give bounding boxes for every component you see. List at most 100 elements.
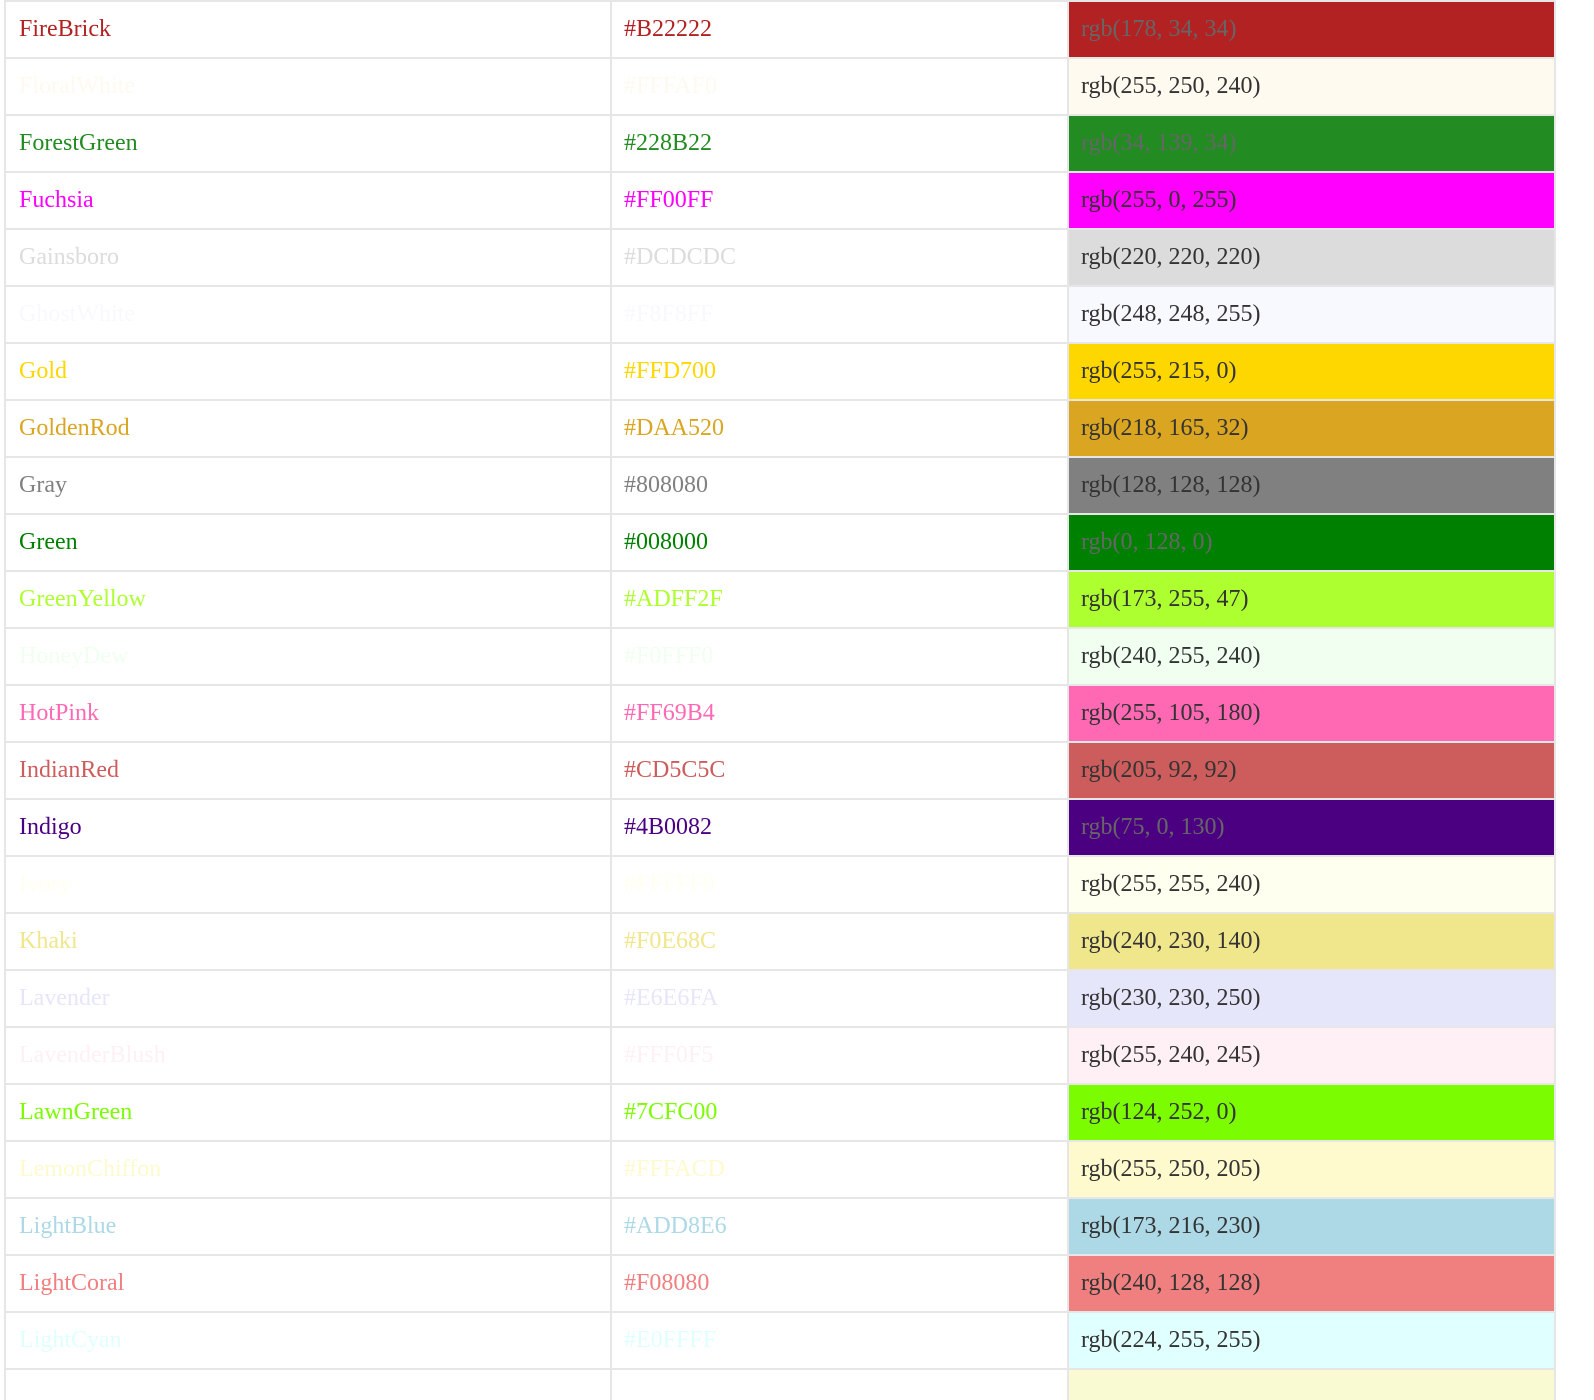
hex-code-cell [610, 1370, 1067, 1400]
color-name-cell: GhostWhite [4, 287, 610, 342]
hex-code-cell: #FFF0F5 [610, 1028, 1067, 1083]
table-row: Indigo #4B0082 rgb(75, 0, 130) [4, 800, 1556, 857]
hex-code-cell: #F08080 [610, 1256, 1067, 1311]
hex-code-cell: #FFFACD [610, 1142, 1067, 1197]
table-row: GoldenRod #DAA520 rgb(218, 165, 32) [4, 401, 1556, 458]
hex-code-cell: #B22222 [610, 2, 1067, 57]
table-row: Khaki #F0E68C rgb(240, 230, 140) [4, 914, 1556, 971]
hex-code-cell: #DAA520 [610, 401, 1067, 456]
rgb-value-cell: rgb(240, 255, 240) [1067, 629, 1556, 684]
hex-code-cell: #E0FFFF [610, 1313, 1067, 1368]
table-row: Lavender #E6E6FA rgb(230, 230, 250) [4, 971, 1556, 1028]
table-row: LightCyan #E0FFFF rgb(224, 255, 255) [4, 1313, 1556, 1370]
rgb-value-cell: rgb(230, 230, 250) [1067, 971, 1556, 1026]
table-row: HoneyDew #F0FFF0 rgb(240, 255, 240) [4, 629, 1556, 686]
rgb-value-cell: rgb(218, 165, 32) [1067, 401, 1556, 456]
color-name-cell: Gray [4, 458, 610, 513]
hex-code-cell: #808080 [610, 458, 1067, 513]
table-row: Gray #808080 rgb(128, 128, 128) [4, 458, 1556, 515]
hex-code-cell: #FFFAF0 [610, 59, 1067, 114]
table-row: LightBlue #ADD8E6 rgb(173, 216, 230) [4, 1199, 1556, 1256]
rgb-value-cell: rgb(255, 215, 0) [1067, 344, 1556, 399]
color-name-cell: FloralWhite [4, 59, 610, 114]
table-row: GhostWhite #F8F8FF rgb(248, 248, 255) [4, 287, 1556, 344]
rgb-value-cell: rgb(240, 230, 140) [1067, 914, 1556, 969]
rgb-value-cell: rgb(173, 255, 47) [1067, 572, 1556, 627]
color-name-cell: Indigo [4, 800, 610, 855]
color-name-cell: GoldenRod [4, 401, 610, 456]
hex-code-cell: #FF69B4 [610, 686, 1067, 741]
table-row: Ivory #FFFFF0 rgb(255, 255, 240) [4, 857, 1556, 914]
table-row: Green #008000 rgb(0, 128, 0) [4, 515, 1556, 572]
table-row: FloralWhite #FFFAF0 rgb(255, 250, 240) [4, 59, 1556, 116]
hex-code-cell: #ADFF2F [610, 572, 1067, 627]
color-name-cell: HoneyDew [4, 629, 610, 684]
color-name-cell: Khaki [4, 914, 610, 969]
color-name-cell: Gold [4, 344, 610, 399]
table-row: LawnGreen #7CFC00 rgb(124, 252, 0) [4, 1085, 1556, 1142]
rgb-value-cell: rgb(34, 139, 34) [1067, 116, 1556, 171]
hex-code-cell: #F0FFF0 [610, 629, 1067, 684]
color-name-cell: Fuchsia [4, 173, 610, 228]
table-row: Fuchsia #FF00FF rgb(255, 0, 255) [4, 173, 1556, 230]
hex-code-cell: #4B0082 [610, 800, 1067, 855]
hex-code-cell: #FF00FF [610, 173, 1067, 228]
rgb-value-cell: rgb(124, 252, 0) [1067, 1085, 1556, 1140]
color-name-cell: LightCoral [4, 1256, 610, 1311]
table-row [4, 1370, 1556, 1400]
rgb-value-cell: rgb(255, 0, 255) [1067, 173, 1556, 228]
rgb-value-cell: rgb(255, 105, 180) [1067, 686, 1556, 741]
rgb-value-cell: rgb(205, 92, 92) [1067, 743, 1556, 798]
color-name-cell: LightCyan [4, 1313, 610, 1368]
hex-code-cell: #E6E6FA [610, 971, 1067, 1026]
table-row: GreenYellow #ADFF2F rgb(173, 255, 47) [4, 572, 1556, 629]
table-row: IndianRed #CD5C5C rgb(205, 92, 92) [4, 743, 1556, 800]
table-row: HotPink #FF69B4 rgb(255, 105, 180) [4, 686, 1556, 743]
rgb-value-cell: rgb(178, 34, 34) [1067, 2, 1556, 57]
rgb-value-cell: rgb(255, 255, 240) [1067, 857, 1556, 912]
color-name-cell: Lavender [4, 971, 610, 1026]
hex-code-cell: #FFFFF0 [610, 857, 1067, 912]
hex-code-cell: #FFD700 [610, 344, 1067, 399]
rgb-value-cell: rgb(224, 255, 255) [1067, 1313, 1556, 1368]
rgb-value-cell: rgb(240, 128, 128) [1067, 1256, 1556, 1311]
color-name-cell: GreenYellow [4, 572, 610, 627]
table-row: FireBrick #B22222 rgb(178, 34, 34) [4, 2, 1556, 59]
rgb-value-cell: rgb(128, 128, 128) [1067, 458, 1556, 513]
color-name-cell: LavenderBlush [4, 1028, 610, 1083]
color-name-cell: Gainsboro [4, 230, 610, 285]
color-table: FireBrick #B22222 rgb(178, 34, 34) Flora… [4, 0, 1556, 1400]
table-row: Gainsboro #DCDCDC rgb(220, 220, 220) [4, 230, 1556, 287]
hex-code-cell: #7CFC00 [610, 1085, 1067, 1140]
hex-code-cell: #ADD8E6 [610, 1199, 1067, 1254]
color-name-cell: ForestGreen [4, 116, 610, 171]
color-name-cell: Green [4, 515, 610, 570]
hex-code-cell: #228B22 [610, 116, 1067, 171]
table-row: LightCoral #F08080 rgb(240, 128, 128) [4, 1256, 1556, 1313]
color-name-cell: HotPink [4, 686, 610, 741]
hex-code-cell: #008000 [610, 515, 1067, 570]
rgb-value-cell: rgb(255, 250, 240) [1067, 59, 1556, 114]
rgb-value-cell [1067, 1370, 1556, 1400]
color-name-cell: FireBrick [4, 2, 610, 57]
color-name-cell: Ivory [4, 857, 610, 912]
rgb-value-cell: rgb(248, 248, 255) [1067, 287, 1556, 342]
rgb-value-cell: rgb(220, 220, 220) [1067, 230, 1556, 285]
table-row: LemonChiffon #FFFACD rgb(255, 250, 205) [4, 1142, 1556, 1199]
color-name-cell: LightBlue [4, 1199, 610, 1254]
rgb-value-cell: rgb(0, 128, 0) [1067, 515, 1556, 570]
color-name-cell: LemonChiffon [4, 1142, 610, 1197]
rgb-value-cell: rgb(75, 0, 130) [1067, 800, 1556, 855]
hex-code-cell: #CD5C5C [610, 743, 1067, 798]
table-row: LavenderBlush #FFF0F5 rgb(255, 240, 245) [4, 1028, 1556, 1085]
table-row: ForestGreen #228B22 rgb(34, 139, 34) [4, 116, 1556, 173]
color-name-cell: LawnGreen [4, 1085, 610, 1140]
rgb-value-cell: rgb(255, 240, 245) [1067, 1028, 1556, 1083]
hex-code-cell: #F8F8FF [610, 287, 1067, 342]
hex-code-cell: #DCDCDC [610, 230, 1067, 285]
rgb-value-cell: rgb(173, 216, 230) [1067, 1199, 1556, 1254]
color-name-cell: IndianRed [4, 743, 610, 798]
color-name-cell [4, 1370, 610, 1400]
rgb-value-cell: rgb(255, 250, 205) [1067, 1142, 1556, 1197]
hex-code-cell: #F0E68C [610, 914, 1067, 969]
